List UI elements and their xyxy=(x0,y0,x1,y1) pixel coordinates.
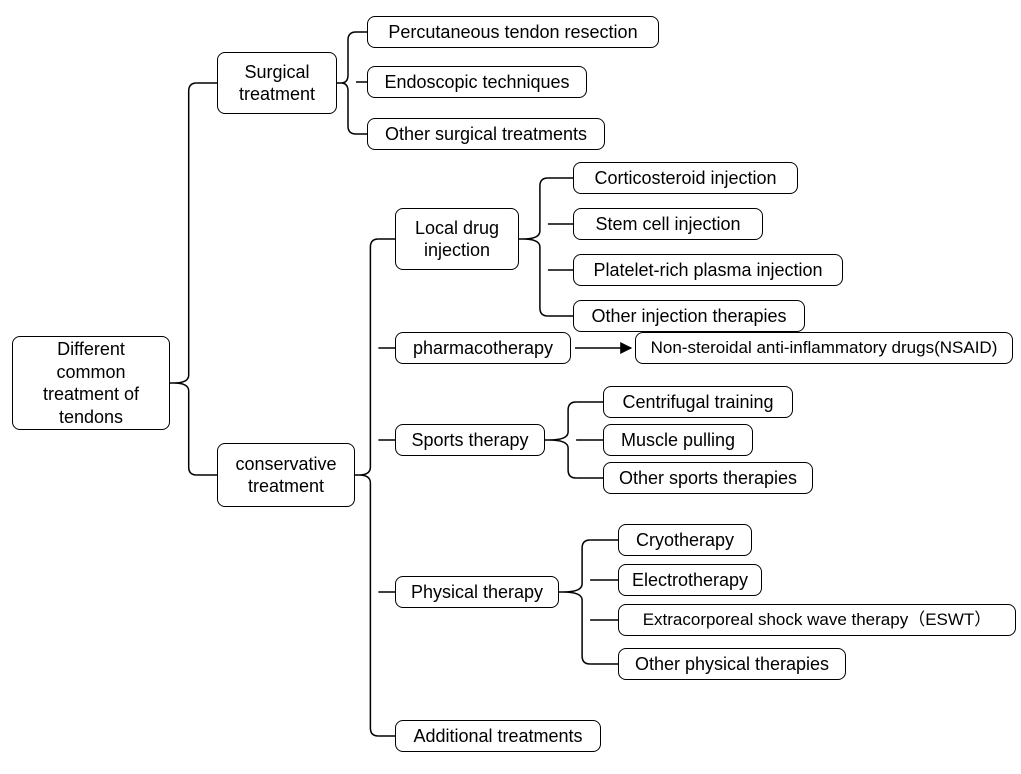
node-surgical: Surgical treatment xyxy=(217,52,337,114)
node-other_sports: Other sports therapies xyxy=(603,462,813,494)
node-other_phys: Other physical therapies xyxy=(618,648,846,680)
brace-b_cons xyxy=(359,239,378,736)
node-physical: Physical therapy xyxy=(395,576,559,608)
node-additional: Additional treatments xyxy=(395,720,601,752)
node-electro: Electrotherapy xyxy=(618,564,762,596)
node-localdrug: Local drug injection xyxy=(395,208,519,270)
node-nsaid: Non-steroidal anti-inflammatory drugs(NS… xyxy=(635,332,1013,364)
node-sports: Sports therapy xyxy=(395,424,545,456)
node-root: Different common treatment of tendons xyxy=(12,336,170,430)
node-endoscopic: Endoscopic techniques xyxy=(367,66,587,98)
node-other_surg: Other surgical treatments xyxy=(367,118,605,150)
node-cryo: Cryotherapy xyxy=(618,524,752,556)
brace-b_root xyxy=(174,83,197,475)
node-prp: Platelet-rich plasma injection xyxy=(573,254,843,286)
brace-b_sports xyxy=(549,402,576,478)
node-other_inj: Other injection therapies xyxy=(573,300,805,332)
node-corticosteroid: Corticosteroid injection xyxy=(573,162,798,194)
node-stemcell: Stem cell injection xyxy=(573,208,763,240)
brace-b_surg xyxy=(341,32,356,134)
node-perc: Percutaneous tendon resection xyxy=(367,16,659,48)
node-muscle: Muscle pulling xyxy=(603,424,753,456)
node-eswt: Extracorporeal shock wave therapy（ESWT） xyxy=(618,604,1016,636)
node-conservative: conservative treatment xyxy=(217,443,355,507)
brace-b_phys xyxy=(563,540,590,664)
node-centrifugal: Centrifugal training xyxy=(603,386,793,418)
brace-b_local xyxy=(523,178,548,316)
diagram-stage: Different common treatment of tendons Sur… xyxy=(0,0,1021,774)
node-pharmaco: pharmacotherapy xyxy=(395,332,571,364)
